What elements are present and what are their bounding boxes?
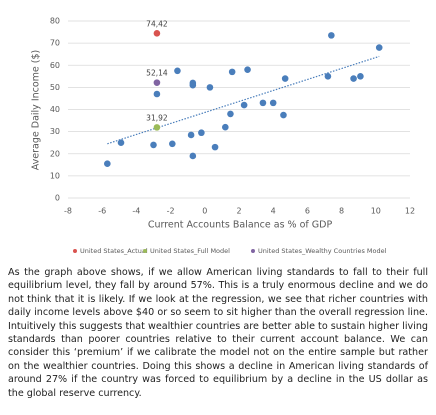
scatter-point [324,73,332,80]
scatter-point [153,30,161,37]
scatter-point [280,111,287,119]
x-tick-label: -4 [132,207,140,216]
y-tick-label: 30 [50,127,60,136]
y-tick-label: 60 [50,61,60,70]
chart: Current Accounts Balance as % of GDP Ave… [31,17,416,256]
y-tick-label: 50 [50,83,60,92]
scatter-point [189,152,197,160]
x-tick-label: 6 [305,207,310,216]
legend-label: United States_Full Model [150,247,230,255]
legend-marker [251,249,255,253]
scatter-point [104,160,111,168]
scatter-point [222,123,229,131]
y-tick-label: 20 [50,149,60,158]
scatter-point [375,44,383,51]
y-tick-label: 70 [50,39,60,48]
scatter-point [244,66,251,73]
legend-marker [143,249,147,253]
x-tick-label: 2 [236,207,241,216]
scatter-point [227,110,234,118]
scatter-point [206,84,214,91]
x-tick-label: 10 [371,207,381,216]
scatter-point [211,143,219,151]
scatter-point [328,32,335,39]
scatter-point [153,90,161,98]
scatter-point [269,99,277,107]
scatter-point [169,140,176,148]
x-axis-title: Current Accounts Balance as % of GDP [148,220,333,231]
legend-marker [73,249,77,253]
scatter-point [357,73,364,80]
legend-label: United States_Actual [80,247,148,255]
y-tick-label: 0 [55,194,60,203]
x-tick-label: 4 [271,207,276,216]
scatter-point [153,79,161,86]
trendline [107,55,380,145]
y-tick-label: 10 [50,171,60,180]
x-tick-label: -8 [64,207,72,216]
paragraph: As the graph above shows, if we allow Am… [8,267,428,399]
scatter-point [150,141,157,149]
scatter-point [174,67,181,75]
value-label: 52,14 [146,69,168,78]
scatter-point [281,75,289,82]
scatter-point [350,75,357,82]
scatter-point [153,124,161,131]
y-axis-title: Average Daily Income ($) [31,50,42,171]
x-tick-label: 0 [202,207,207,216]
scatter-point [117,139,125,146]
x-tick-label: -6 [98,207,106,216]
x-tick-label: 12 [405,207,415,216]
x-tick-label: -2 [167,207,175,216]
scatter-point [198,129,205,137]
scatter-point [228,68,236,76]
y-tick-label: 80 [50,17,60,26]
scatter-point [189,81,197,89]
y-tick-label: 40 [50,105,60,114]
value-label: 31,92 [146,113,168,122]
scatter-point [259,99,267,107]
value-label: 74,42 [146,19,168,28]
legend-label: United States_Wealthy Countries Model [258,247,387,255]
scatter-point [240,101,248,109]
x-tick-label: 8 [339,207,344,216]
scatter-point [187,131,195,139]
